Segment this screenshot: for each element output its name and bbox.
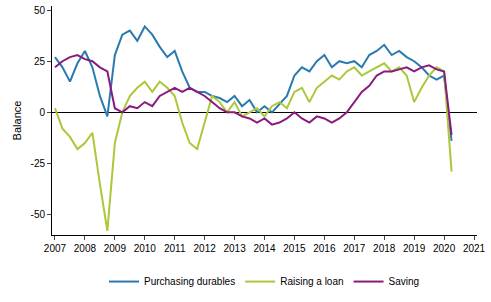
- svg-text:-50: -50: [31, 209, 46, 220]
- svg-text:2007: 2007: [44, 243, 67, 254]
- svg-text:2011: 2011: [164, 243, 186, 254]
- svg-text:2009: 2009: [104, 243, 127, 254]
- svg-text:Purchasing durables: Purchasing durables: [144, 276, 235, 287]
- svg-text:0: 0: [39, 107, 45, 118]
- svg-text:2021: 2021: [463, 243, 486, 254]
- svg-text:Raising a loan: Raising a loan: [280, 276, 343, 287]
- svg-text:25: 25: [34, 56, 46, 67]
- svg-text:2019: 2019: [403, 243, 426, 254]
- svg-text:Balance: Balance: [11, 101, 23, 141]
- svg-text:2018: 2018: [373, 243, 396, 254]
- svg-text:2010: 2010: [134, 243, 157, 254]
- svg-text:2008: 2008: [74, 243, 97, 254]
- svg-text:2012: 2012: [194, 243, 217, 254]
- svg-text:2015: 2015: [283, 243, 306, 254]
- svg-text:2020: 2020: [433, 243, 456, 254]
- svg-text:-25: -25: [31, 158, 46, 169]
- svg-text:2017: 2017: [343, 243, 366, 254]
- svg-text:2013: 2013: [223, 243, 246, 254]
- svg-text:2014: 2014: [253, 243, 276, 254]
- svg-text:Saving: Saving: [389, 276, 420, 287]
- svg-text:50: 50: [34, 5, 46, 16]
- svg-text:2016: 2016: [313, 243, 336, 254]
